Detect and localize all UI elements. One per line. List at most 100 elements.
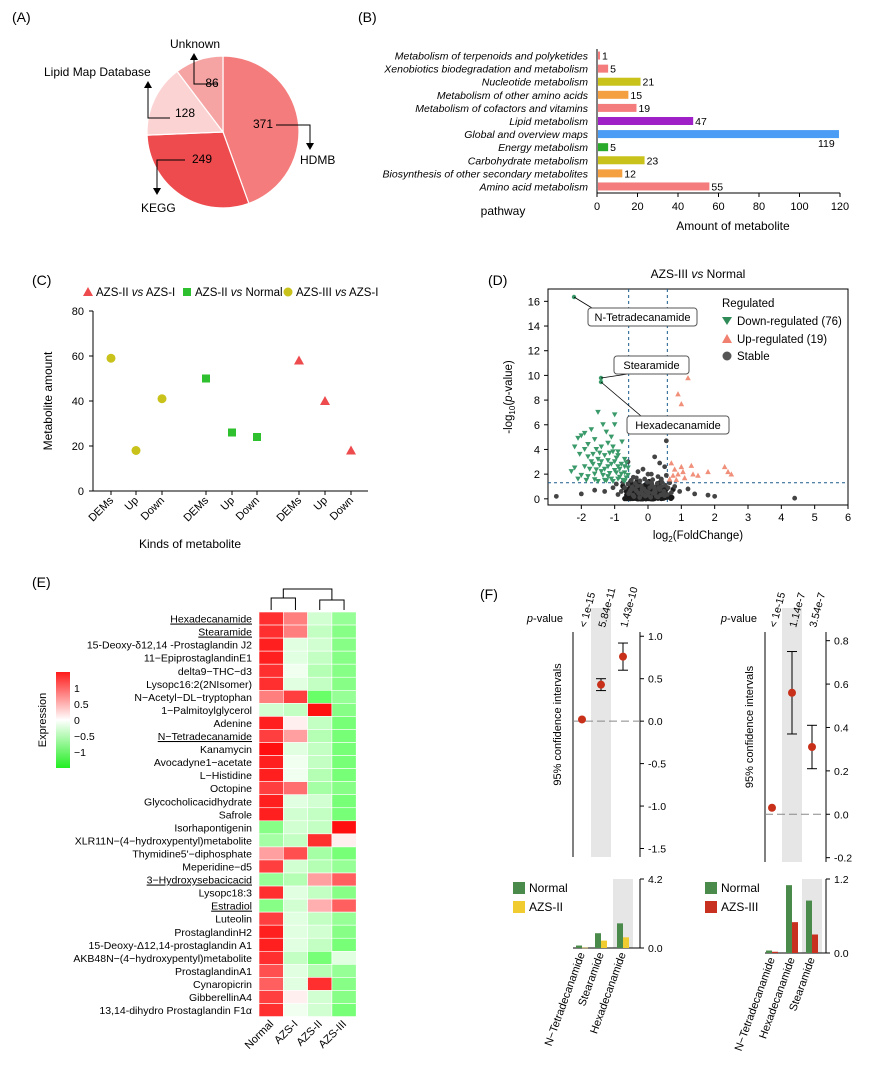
annotation-leader [573,296,593,309]
legend-label-b: AZS-I [346,287,378,299]
down-point [623,460,630,466]
color-legend-tick: −0.5 [74,731,95,743]
stable-point [622,485,628,491]
legend-marker [83,287,93,296]
bar [598,77,641,86]
heatmap-cell [307,716,333,730]
heatmap-cell [282,833,308,848]
heatmap-row-label: Safrole [219,809,252,821]
down-point [610,444,616,450]
bar [582,947,588,949]
x-tick-label: 0 [645,512,651,524]
pie-category-label: Lipid Map Database [44,65,151,79]
x-tick-label: 60 [712,201,724,213]
heatmap-cell [258,911,284,926]
data-point [346,445,356,455]
xlabel-sub: 2 [668,535,673,544]
heatmap-cell [258,924,284,939]
y-tick-label: 10 [528,370,540,382]
up-point [725,468,731,475]
bar [598,103,637,112]
bar [766,950,772,953]
arrow-kegg [153,188,161,195]
bar [598,130,839,139]
down-point [605,440,611,446]
bar-category-label: Metabolism of cofactors and vitamins [415,103,588,115]
y-tick-label: 6 [534,420,540,432]
stable-point [633,475,639,481]
heatmap-cell [258,794,284,809]
down-point [585,474,591,480]
x-tick-label: 2 [712,512,718,524]
bar [623,937,629,948]
stable-point [652,454,658,460]
legend-swatch [705,901,717,913]
stable-point [662,482,668,488]
heatmap-cell [258,768,284,782]
y-tick-label: 0.0 [834,809,849,821]
heatmap-cell [331,794,357,809]
stable-point [667,480,673,486]
heatmap-cell [331,833,357,848]
data-point [106,353,116,363]
x-tick-label: 100 [790,201,808,213]
stable-point [655,474,661,480]
heatmap-cell [307,781,333,796]
stable-point [712,493,718,499]
heatmap-cell [331,676,357,691]
heatmap-cell [307,637,333,652]
x-tick-label: Up [123,495,141,513]
heatmap-cell [307,807,333,822]
pie-category-label: HDMB [300,153,335,167]
bar-y-tick-label: 0.0 [834,948,849,960]
legend-label: AZS-III vs AZS-I [296,287,378,299]
heatmap-cell [331,611,357,626]
pvalue-label: 3.54e-7 [807,591,828,629]
x-tick-label: DEMs [274,494,304,524]
legend-label: Up-regulated (19) [737,334,827,346]
heatmap-cell [282,689,308,704]
data-point [202,374,210,383]
heatmap-cell [282,663,308,678]
heatmap-cell [282,768,308,782]
data-point [253,433,261,441]
heatmap-cell [331,729,357,743]
heatmap-cell [307,964,333,978]
down-point [600,422,606,428]
estimate-point [808,743,816,751]
x-tick-label: -1 [610,512,620,524]
heatmap-row-label: 3−Hydroxysebacicacid [147,875,253,887]
bar [598,143,609,152]
heatmap-cell [307,650,333,665]
estimate-point [578,715,586,724]
heatmap-cell [258,703,284,717]
heatmap-row-label: AKB48N−(4−hydroxypentyl)metabolite [73,953,252,965]
down-point [606,450,613,456]
down-point [596,450,603,456]
down-point [588,427,595,433]
heatmap-cell [307,820,333,835]
up-point [721,463,728,470]
bar-category-label: Metabolism of other amino acids [437,90,589,102]
data-point [157,394,167,404]
y-tick-label: 0.8 [834,636,849,648]
stable-point [672,484,678,489]
pvalue-label: 5.84e-11 [596,586,618,629]
heatmap-row-label: delta9−THC−d3 [178,666,252,678]
heatmap-row-label: Adenine [213,718,252,730]
x-tick-label: 0 [594,201,600,213]
y-axis-label: -log10(p-value) [503,360,517,434]
heatmap-cell [331,742,357,756]
legend-label: AZS-II vs Normal [195,287,283,299]
ci-chart-f-right: 0.8 0.6 0.4 0.2 0.0 -0.2 95% confidence interv… [705,591,852,1053]
legend-label: Down-regulated (76) [737,316,842,328]
heatmap-cell [282,885,308,900]
heatmap-cell [331,950,357,965]
heatmap-row-label: Lysopc16:2(2NIsomer) [146,679,252,691]
legend-label-b: AZS-I [143,287,175,299]
up-point [668,460,675,466]
bar-value-label: 12 [624,168,636,180]
heatmap-row-label: Isorhapontigenin [174,822,252,834]
legend-label-a: AZS-II [96,287,132,299]
heatmap-cell [282,781,308,796]
